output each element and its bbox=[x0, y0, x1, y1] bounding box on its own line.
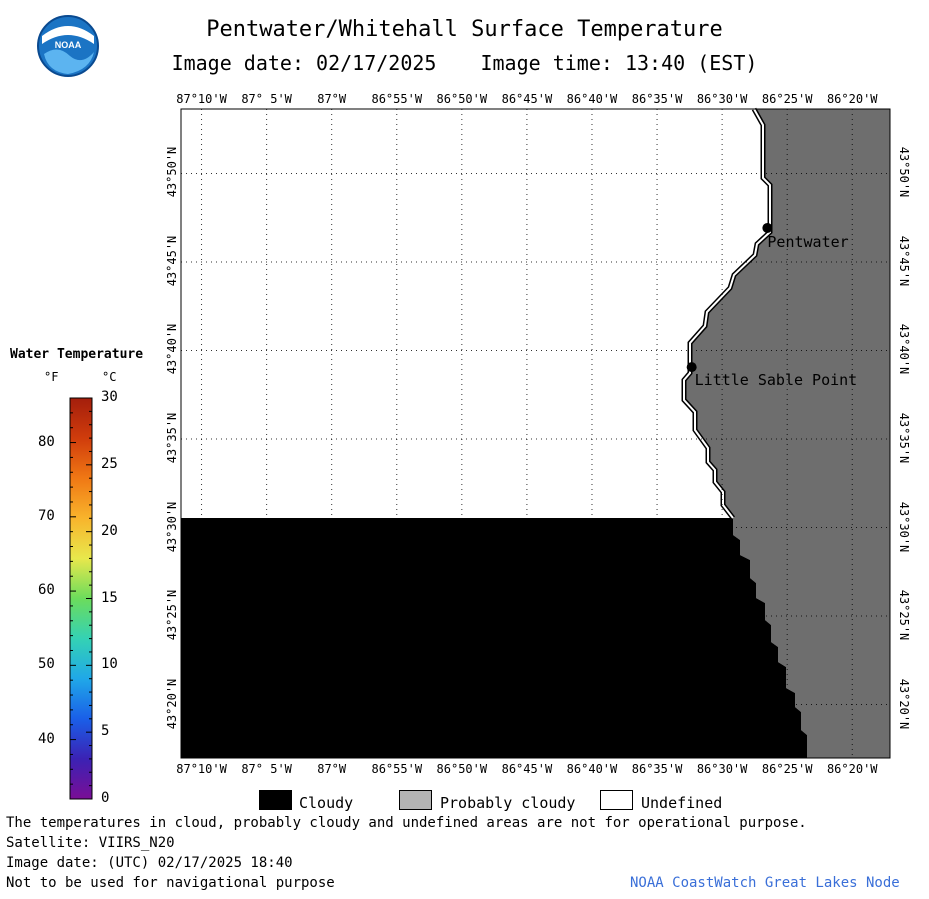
noaa-logo: NOAA bbox=[37, 15, 99, 77]
celsius-tick-label: 20 bbox=[101, 522, 118, 539]
disclaimer-text: The temperatures in cloud, probably clou… bbox=[6, 815, 807, 831]
longitude-label-top: 86°45'W bbox=[501, 92, 553, 106]
longitude-label-bottom: 86°30'W bbox=[696, 762, 748, 776]
longitude-label-top: 86°50'W bbox=[436, 92, 488, 106]
longitude-label-bottom: 86°55'W bbox=[371, 762, 423, 776]
land-area bbox=[684, 109, 890, 758]
legend-unit-f: °F bbox=[44, 370, 59, 384]
place-label: Little Sable Point bbox=[694, 371, 858, 390]
legend-title: Water Temperature bbox=[10, 347, 144, 362]
fahrenheit-tick-label: 50 bbox=[38, 656, 55, 673]
place-marker bbox=[686, 362, 697, 373]
credit-text: NOAA CoastWatch Great Lakes Node bbox=[630, 875, 900, 891]
latitude-label-right: 43°20'N bbox=[897, 678, 911, 729]
fahrenheit-tick-label: 60 bbox=[38, 582, 55, 599]
longitude-label-bottom: 86°50'W bbox=[436, 762, 488, 776]
longitude-label-top: 86°25'W bbox=[761, 92, 813, 106]
image-date: Image date: 02/17/2025 bbox=[171, 51, 437, 75]
longitude-label-bottom: 86°20'W bbox=[826, 762, 878, 776]
longitude-label-top: 86°40'W bbox=[566, 92, 618, 106]
legend-unit-c: °C bbox=[102, 370, 117, 384]
undefined-key-label: Undefined bbox=[641, 794, 723, 812]
fahrenheit-tick-label: 70 bbox=[38, 507, 55, 524]
longitude-label-top: 86°30'W bbox=[696, 92, 748, 106]
celsius-tick-label: 0 bbox=[101, 790, 110, 806]
longitude-label-top: 87°10'W bbox=[176, 92, 227, 106]
utc-date-text: Image date: (UTC) 02/17/2025 18:40 bbox=[6, 855, 293, 871]
cloudy-key-label: Cloudy bbox=[299, 794, 354, 812]
fahrenheit-tick-label: 80 bbox=[38, 433, 55, 450]
probably-cloudy-swatch bbox=[399, 790, 432, 810]
longitude-label-top: 86°55'W bbox=[371, 92, 423, 106]
celsius-tick-label: 25 bbox=[101, 455, 118, 472]
longitude-label-bottom: 87°10'W bbox=[176, 762, 227, 776]
page-title: Pentwater/Whitehall Surface Temperature bbox=[206, 17, 723, 42]
map-frame bbox=[180, 108, 891, 759]
celsius-tick-label: 5 bbox=[101, 723, 110, 740]
celsius-tick-label: 15 bbox=[101, 589, 118, 606]
satellite-text: Satellite: VIIRS_N20 bbox=[6, 835, 175, 851]
longitude-label-bottom: 86°40'W bbox=[566, 762, 618, 776]
cloud-cover bbox=[181, 518, 813, 758]
longitude-label-top: 87° 5'W bbox=[241, 92, 292, 106]
longitude-label-bottom: 87°W bbox=[317, 762, 347, 776]
logo-text: NOAA bbox=[55, 40, 82, 50]
image-date-time: Image date: 02/17/2025 Image time: 13:40 … bbox=[0, 51, 929, 75]
longitude-label-bottom: 86°25'W bbox=[761, 762, 813, 776]
longitude-label-bottom: 86°35'W bbox=[631, 762, 683, 776]
longitude-label-top: 86°35'W bbox=[631, 92, 683, 106]
celsius-tick-label: 30 bbox=[101, 389, 118, 405]
fahrenheit-tick-label: 40 bbox=[38, 730, 55, 747]
longitude-label-top: 87°W bbox=[317, 92, 347, 106]
undefined-swatch bbox=[600, 790, 633, 810]
longitude-label-bottom: 86°45'W bbox=[501, 762, 553, 776]
place-marker bbox=[762, 222, 773, 233]
longitude-label-top: 86°20'W bbox=[826, 92, 878, 106]
image-time: Image time: 13:40 (EST) bbox=[480, 51, 758, 75]
latitude-label-left: 43°20'N bbox=[165, 678, 179, 729]
longitude-label-bottom: 87° 5'W bbox=[241, 762, 292, 776]
nav-warning-text: Not to be used for navigational purpose bbox=[6, 875, 335, 891]
probably-cloudy-key-label: Probably cloudy bbox=[440, 794, 576, 812]
celsius-tick-label: 10 bbox=[101, 656, 118, 673]
cloudy-swatch bbox=[259, 790, 292, 810]
place-label: Pentwater bbox=[767, 232, 849, 251]
